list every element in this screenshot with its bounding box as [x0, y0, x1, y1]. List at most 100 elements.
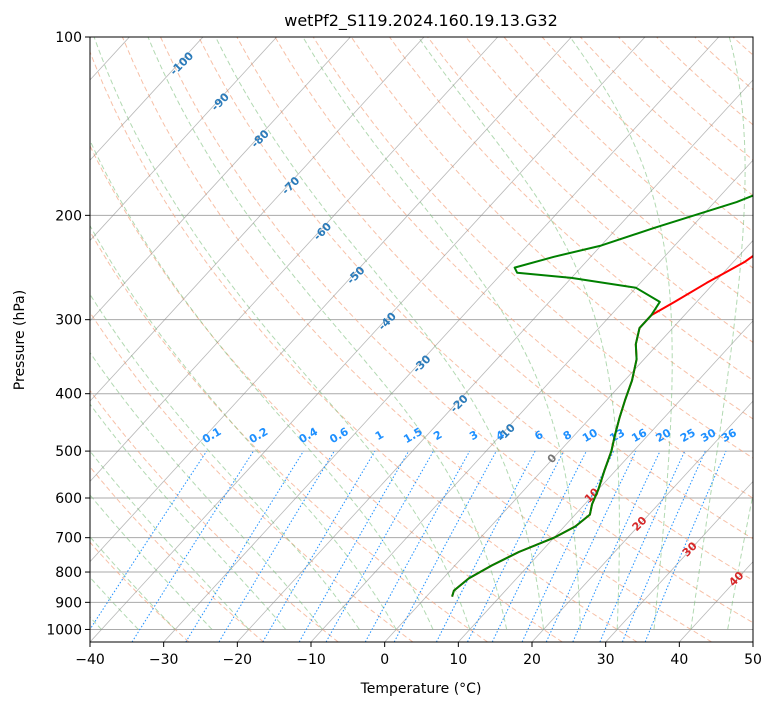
- moist-adiabat: [90, 293, 360, 630]
- dry-adiabat: [90, 389, 339, 642]
- mixing-ratio-line: [364, 450, 471, 642]
- mixing-ratio-line: [644, 450, 727, 642]
- moist-adiabat: [90, 351, 323, 630]
- isotherm-line: [163, 37, 719, 642]
- dry-adiabat: [656, 37, 753, 126]
- mixing-ratio-label: 3: [467, 428, 480, 443]
- moist-adiabat: [90, 536, 176, 630]
- dry-adiabat: [541, 37, 753, 233]
- y-axis-label: Pressure (hPa): [12, 290, 28, 390]
- y-tick-label: 700: [55, 531, 82, 547]
- mixing-ratio-line: [393, 450, 497, 642]
- dry-adiabat: [694, 37, 753, 91]
- y-tick-label: 300: [55, 313, 82, 329]
- mixing-ratio-line: [435, 450, 536, 642]
- tick-layer: −40 −30 −20 −10 0 10 20 30 40 50 1000 900 800 700 600 5…: [46, 30, 762, 668]
- isotherm-label: -70: [279, 174, 302, 197]
- isotherm-label: -40: [376, 310, 399, 333]
- mixing-ratio-line: [218, 450, 335, 642]
- y-tick-label: 400: [55, 387, 82, 403]
- mixing-ratio-line: [325, 450, 434, 642]
- mixing-ratio-line: [599, 450, 686, 642]
- mixing-ratio-line: [491, 450, 587, 642]
- moist-adiabat: [690, 37, 746, 630]
- moist-adiabat: [302, 37, 581, 630]
- plot-frame: [89, 36, 754, 643]
- isotherm-line: [237, 79, 753, 642]
- mixing-ratio-label: 2: [431, 428, 444, 443]
- moist-adiabat: [90, 494, 213, 630]
- isotherm-line: [531, 400, 753, 642]
- temperature-profile-line: [451, 254, 753, 597]
- x-tick-label: 0: [380, 652, 389, 668]
- x-tick-label: 30: [597, 652, 615, 668]
- x-tick-label: 40: [670, 652, 688, 668]
- chart-title: wetPf2_S119.2024.160.19.13.G32: [284, 11, 558, 31]
- x-tick-label: −10: [296, 652, 326, 668]
- dry-adiabat: [90, 311, 414, 642]
- mixing-ratio-line: [467, 450, 565, 642]
- x-tick-label: 10: [449, 652, 467, 668]
- y-tick-label: 900: [55, 595, 82, 611]
- isotherm-line: [384, 239, 753, 642]
- dry-adiabat: [90, 230, 488, 642]
- mixing-ratio-label: 0.4: [297, 425, 321, 446]
- dry-adiabat: [389, 37, 753, 381]
- grid-layer: 0.1 0.2 0.4 0.6 1 1.5 2 3 4 6 8 10 13 16 20 25 30 36-100-…: [90, 37, 753, 642]
- moist-adiabat: [147, 37, 508, 630]
- dry-adiabat: [465, 37, 753, 306]
- moist-adiabat: [93, 37, 471, 630]
- x-tick-label: 20: [523, 652, 541, 668]
- y-tick-label: 1000: [46, 622, 82, 638]
- x-tick-label: −30: [149, 652, 179, 668]
- dry-adiabat: [579, 37, 753, 197]
- mixing-ratio-label: 0.1: [200, 425, 223, 446]
- moist-adiabat: [417, 37, 620, 630]
- dry-adiabat: [121, 37, 712, 642]
- mixing-ratio-line: [572, 450, 661, 642]
- mixing-ratio-label: 6: [532, 428, 545, 443]
- moist-adiabat: [90, 576, 139, 630]
- isotherm-line: [90, 37, 351, 322]
- moist-adiabat: [90, 450, 250, 630]
- mixing-ratio-label: 10: [580, 426, 600, 445]
- mixing-ratio-line: [90, 450, 208, 631]
- isotherm-line: [90, 37, 646, 642]
- isotherm-label: -30: [410, 352, 433, 375]
- moist-adiabat: [90, 403, 287, 630]
- isotherm-line: [90, 37, 572, 563]
- dry-adiabat: [90, 466, 264, 642]
- moist-adiabat: [90, 224, 397, 630]
- isotherm-line: [90, 37, 204, 161]
- mixing-ratio-label: 1: [373, 428, 386, 443]
- x-tick-label: −40: [75, 652, 105, 668]
- dry-adiabat: [236, 37, 753, 540]
- dry-adiabat: [732, 37, 753, 56]
- isotherm-line: [605, 480, 753, 642]
- isotherm-label: -20: [448, 392, 471, 415]
- mixing-ratio-line: [262, 450, 376, 642]
- dry-adiabat: [198, 37, 753, 581]
- moist-adiabat: [569, 37, 673, 630]
- y-tick-label: 200: [55, 208, 82, 224]
- mixing-ratio-line: [521, 450, 615, 642]
- mixing-ratio-label: 0.2: [247, 425, 270, 446]
- moist-adiabat: [215, 37, 544, 630]
- dry-adiabat: [160, 37, 753, 624]
- isotherm-line: [752, 641, 753, 642]
- isotherm-label: -90: [209, 90, 232, 113]
- isotherm-label: -100: [167, 49, 196, 78]
- x-axis-label: Temperature (°C): [360, 681, 482, 697]
- mixing-ratio-label: 1.5: [401, 425, 424, 446]
- isotherm-line: [90, 37, 425, 402]
- mixing-ratio-label: 0.6: [327, 425, 351, 446]
- dewpoint-profile-line: [451, 194, 753, 597]
- mixing-ratio-label: 36: [719, 426, 739, 445]
- mixing-ratio-line: [185, 450, 304, 642]
- isotherm-line: [458, 320, 753, 642]
- isotherm-line: [310, 159, 753, 642]
- dry-adiabat: [274, 37, 753, 499]
- y-tick-label: 500: [55, 444, 82, 460]
- dry-adiabat: [312, 37, 753, 459]
